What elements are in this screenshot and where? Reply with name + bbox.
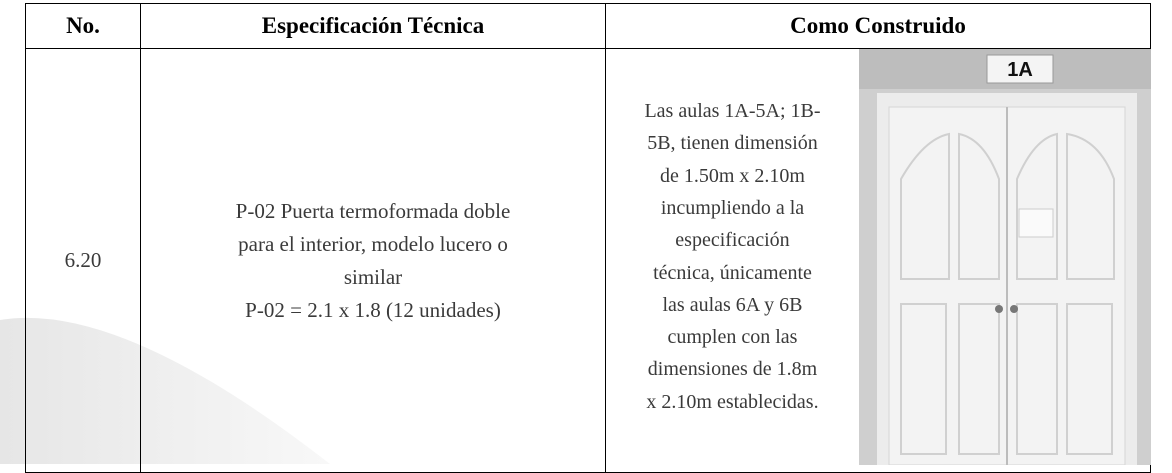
text-line: especificación — [675, 229, 790, 252]
text-line: Las aulas 1A-5A; 1B- — [644, 100, 821, 123]
spec-cell: P-02 Puerta termoformada doble para el in… — [140, 48, 606, 473]
text-line: 5B, tienen dimensión — [647, 132, 818, 155]
body-row: 6.20 P-02 Puerta termoformada doble para … — [25, 48, 1151, 473]
text-line: técnica, únicamente — [653, 261, 812, 284]
as-built-text: Las aulas 1A-5A; 1B- 5B, tienen dimensión… — [644, 95, 820, 418]
number-cell: 6.20 — [25, 48, 141, 473]
door-sign: 1A — [1007, 59, 1033, 81]
text-line: P-02 Puerta termoformada doble — [235, 198, 511, 223]
text-line: x 2.10m establecidas. — [646, 390, 819, 413]
text-line: las aulas 6A y 6B — [662, 293, 803, 316]
text-line: dimensiones de 1.8m — [647, 358, 818, 381]
text-line: P-02 = 2.1 x 1.8 (12 unidades) — [245, 297, 501, 322]
as-built-text-box: Las aulas 1A-5A; 1B- 5B, tienen dimensión… — [606, 49, 859, 464]
spec-table: No. Especificación Técnica Como Construi… — [25, 3, 1151, 473]
text-line: cumplen con las — [667, 326, 798, 349]
header-row: No. Especificación Técnica Como Construi… — [25, 3, 1151, 49]
header-cell: Como Construido — [605, 3, 1151, 49]
text-line: similar — [343, 264, 403, 289]
door-photo: 1A — [859, 49, 1151, 465]
spec-text: P-02 Puerta termoformada doble para el in… — [141, 195, 605, 327]
header-cell: Especificación Técnica — [140, 3, 606, 49]
text-line: de 1.50m x 2.10m — [659, 164, 805, 187]
text-line: para el interior, modelo lucero o — [238, 231, 508, 256]
as-built-wrap: Las aulas 1A-5A; 1B- 5B, tienen dimensión… — [606, 49, 1151, 465]
text-line: incumpliendo a la — [660, 196, 805, 219]
as-built-cell: Las aulas 1A-5A; 1B- 5B, tienen dimensión… — [605, 48, 1151, 473]
header-cell: No. — [25, 3, 141, 49]
